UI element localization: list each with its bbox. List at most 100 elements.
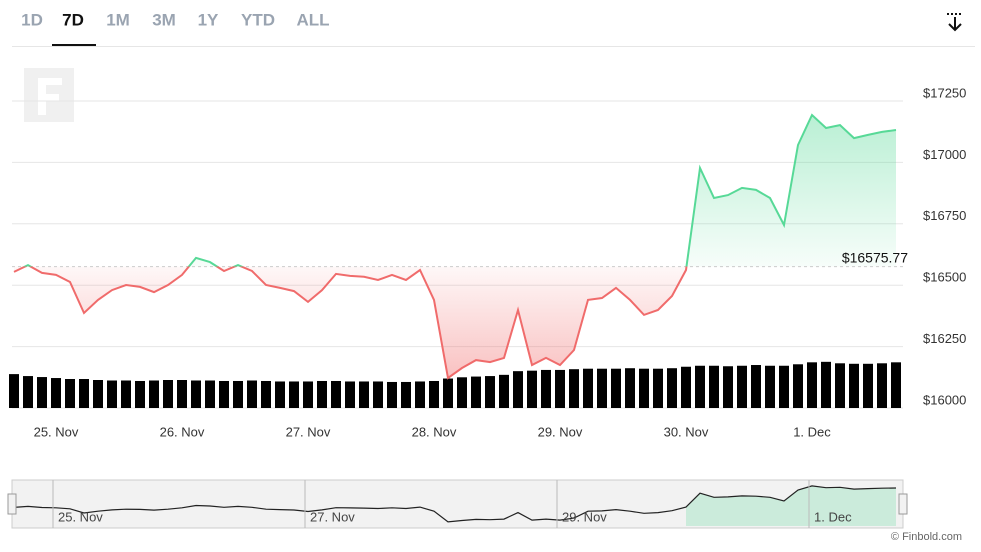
watermark-logo [24,68,74,122]
volume-bar [177,380,187,408]
range-button[interactable]: YTD [241,10,275,29]
navigator-label: 1. Dec [814,509,852,524]
volume-bar [79,379,89,408]
y-tick-label: $17000 [923,147,966,162]
y-tick-label: $16500 [923,270,966,285]
volume-bar [513,371,523,408]
volume-bar [261,380,271,408]
volume-bar [471,376,481,408]
volume-bar [597,368,607,408]
range-button[interactable]: 1D [21,10,43,29]
volume-bar [135,380,145,408]
x-tick-label: 27. Nov [286,424,331,439]
navigator-handle[interactable] [7,493,17,515]
volume-bar [611,368,621,408]
volume-bar [779,365,789,408]
range-button[interactable]: 1Y [198,10,219,29]
x-tick-label: 28. Nov [412,424,457,439]
y-tick-label: $16000 [923,392,966,407]
volume-bar [359,381,369,408]
volume-bar [583,368,593,408]
volume-bar [219,380,229,408]
volume-bar [667,368,677,408]
volume-bar [737,365,747,408]
y-tick-label: $17250 [923,85,966,100]
y-tick-label: $16250 [923,331,966,346]
volume-bar [93,380,103,408]
volume-bar [401,381,411,408]
volume-bar [387,381,397,408]
x-tick-label: 29. Nov [538,424,583,439]
volume-bar [415,381,425,408]
volume-bar [527,370,537,408]
volume-bar [149,380,159,408]
range-button[interactable]: 1M [106,10,130,29]
navigator-label: 25. Nov [58,509,103,524]
range-button[interactable]: 3M [152,10,176,29]
navigator[interactable] [11,479,904,529]
volume-bar [373,381,383,408]
volume-bar [793,364,803,408]
volume-bar [555,369,565,408]
volume-bar [191,380,201,408]
baseline-label: $16575.77 [842,249,908,265]
navigator-line [13,485,897,523]
volume-bar [443,378,453,408]
volume-bar [541,369,551,408]
range-button[interactable]: ALL [296,10,329,29]
volume-bar [457,377,467,408]
volume-bar [233,380,243,408]
x-tick-label: 26. Nov [160,424,205,439]
volume-bar [653,368,663,408]
volume-bar [681,366,691,408]
volume-bar [65,379,75,408]
volume-bar [821,361,831,408]
volume-bar [331,380,341,408]
range-button[interactable]: 7D [62,10,84,29]
navigator-label: 29. Nov [562,509,607,524]
volume-bar [429,380,439,408]
volume-bar [247,380,257,408]
price-area [14,115,896,378]
price-line [13,113,897,380]
navigator-area [686,485,896,526]
volume-bar [639,368,649,408]
volume-bar [275,381,285,408]
y-tick-label: $16750 [923,208,966,223]
x-tick-label: 30. Nov [664,424,709,439]
volume-bar [303,381,313,408]
volume-bar [205,380,215,408]
volume-bar [9,374,19,408]
volume-bar [485,376,495,408]
volume-bar [51,378,61,408]
volume-bar [289,381,299,408]
volume-bar [23,376,33,408]
volume-bar [751,365,761,408]
volume-bar [37,377,47,408]
volume-bar [835,363,845,408]
volume-bar [723,366,733,408]
volume-bar [891,362,901,408]
volume-bar [709,365,719,408]
download-icon[interactable] [947,13,963,32]
volume-bar [807,362,817,408]
volume-bar [345,381,355,408]
volume-bar [499,374,509,408]
volume-bar [163,380,173,408]
volume-bar [877,363,887,408]
volume-bar [695,365,705,408]
navigator-handle[interactable] [898,493,908,515]
x-tick-label: 25. Nov [34,424,79,439]
credit: © Finbold.com [891,531,962,543]
volume-bar [569,369,579,408]
volume-bar [121,380,131,408]
volume-bar [765,365,775,408]
volume-bar [863,363,873,408]
navigator-label: 27. Nov [310,509,355,524]
volume-bar [625,368,635,408]
volume-bar [107,380,117,408]
volume-bar [849,363,859,408]
volume-bar [317,380,327,408]
x-tick-label: 1. Dec [793,424,831,439]
